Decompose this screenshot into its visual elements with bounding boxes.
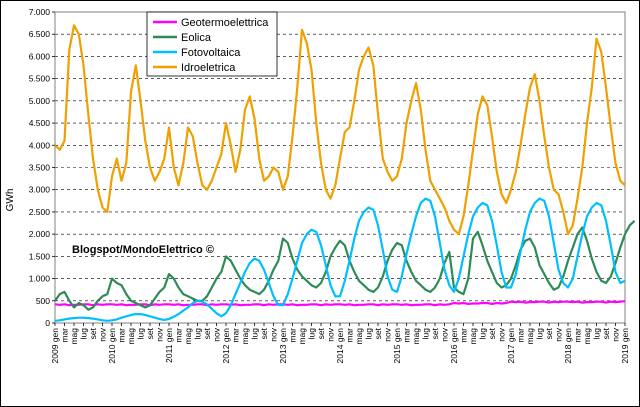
x-tick-label: lug [478, 328, 488, 340]
x-tick-label: mar [288, 328, 298, 343]
y-tick-label: 6.500 [29, 29, 51, 39]
legend-label: Geotermoelettrica [181, 17, 269, 29]
x-tick-label: set [316, 327, 326, 339]
x-tick-label: mag [240, 328, 250, 345]
x-tick-label: mar [60, 328, 70, 343]
series-line-fotovoltaica [54, 197, 626, 322]
x-tick-label: 2015 gen [392, 328, 402, 364]
x-tick-label: mag [183, 328, 193, 345]
series-line-idroeletrica [54, 24, 626, 236]
x-tick-label: set [202, 327, 212, 339]
x-tick-label: nov [611, 327, 621, 341]
x-tick-label: set [145, 327, 155, 339]
x-tick-label: nov [497, 327, 507, 341]
y-tick-label: 5.000 [29, 96, 51, 106]
x-tick-label: nov [326, 327, 336, 341]
x-tick-label: nov [212, 327, 222, 341]
x-tick-label: nov [269, 327, 279, 341]
x-tick-label: 2012 gen [221, 328, 231, 364]
x-tick-label: lug [136, 328, 146, 340]
y-tick-label: 7.000 [29, 7, 51, 17]
legend: Geotermoelettrica Eolica Fotovoltaica Idroe… [146, 11, 278, 77]
x-tick-label: mar [402, 328, 412, 343]
x-tick-label: set [88, 327, 98, 339]
y-axis-label: GWh [5, 189, 16, 212]
y-axis-ticks: 0 500 1.000 1.500 2.000 2.500 3.000 3.500 4.000 4… [29, 7, 55, 328]
y-tick-label: 4.000 [29, 140, 51, 150]
legend-label: Idroeletrica [181, 62, 236, 74]
y-tick-label: 1.500 [29, 251, 51, 261]
y-tick-label: 3.500 [29, 163, 51, 173]
y-tick-label: 4.500 [29, 118, 51, 128]
x-tick-label: mag [411, 328, 421, 345]
x-tick-label: 2019 gen [620, 328, 630, 364]
x-tick-label: lug [535, 328, 545, 340]
x-tick-label: mag [126, 328, 136, 345]
x-tick-label: nov [383, 327, 393, 341]
x-tick-label: lug [364, 328, 374, 340]
legend-label: Eolica [181, 32, 212, 44]
y-tick-label: 6.000 [29, 51, 51, 61]
x-tick-label: lug [421, 328, 431, 340]
y-tick-label: 2.000 [29, 229, 51, 239]
y-tick-label: 0 [45, 318, 50, 328]
x-tick-label: nov [554, 327, 564, 341]
x-tick-label: mar [516, 328, 526, 343]
x-tick-label: mag [69, 328, 79, 345]
x-tick-label: 2013 gen [278, 328, 288, 364]
x-tick-label: lug [307, 328, 317, 340]
x-tick-label: set [430, 327, 440, 339]
x-tick-label: lug [193, 328, 203, 340]
x-tick-label: mar [459, 328, 469, 343]
x-tick-label: 2010 gen [107, 328, 117, 364]
y-tick-label: 500 [36, 296, 50, 306]
x-tick-label: 2011 gen [164, 328, 174, 363]
x-tick-label: nov [155, 327, 165, 341]
x-tick-label: mar [174, 328, 184, 343]
x-tick-label: 2016 gen [449, 328, 459, 364]
x-tick-label: mag [468, 328, 478, 345]
x-axis-ticks: 2009 gen mar mag lug set nov 2010 gen mar mag lug… [50, 323, 630, 363]
x-tick-label: nov [98, 327, 108, 341]
x-tick-label: mar [345, 328, 355, 343]
y-tick-label: 2.500 [29, 207, 51, 217]
watermark-text: Blogspot/MondoElettrico © [72, 244, 214, 256]
x-tick-label: mag [354, 328, 364, 345]
y-tick-label: 3.000 [29, 185, 51, 195]
y-tick-label: 5.500 [29, 74, 51, 84]
x-tick-label: 2017 gen [506, 328, 516, 364]
x-tick-label: 2014 gen [335, 328, 345, 364]
x-tick-label: mag [525, 328, 535, 345]
x-tick-label: set [544, 327, 554, 339]
x-tick-label: set [259, 327, 269, 339]
x-tick-label: mar [231, 328, 241, 343]
x-tick-label: 2018 gen [563, 328, 573, 364]
series-lines [54, 24, 636, 322]
x-tick-label: mar [573, 328, 583, 343]
x-tick-label: lug [79, 328, 89, 340]
x-tick-label: 2009 gen [50, 328, 60, 364]
x-tick-label: mag [582, 328, 592, 345]
y-tick-label: 1.000 [29, 274, 51, 284]
x-tick-label: nov [440, 327, 450, 341]
x-tick-label: mar [117, 328, 127, 343]
legend-label: Fotovoltaica [181, 47, 241, 59]
x-tick-label: set [373, 327, 383, 339]
x-tick-label: mag [297, 328, 307, 345]
x-tick-label: set [601, 327, 611, 339]
x-tick-label: set [487, 327, 497, 339]
x-tick-label: lug [250, 328, 260, 340]
series-line-eolica [54, 220, 636, 311]
x-tick-label: lug [592, 328, 602, 340]
